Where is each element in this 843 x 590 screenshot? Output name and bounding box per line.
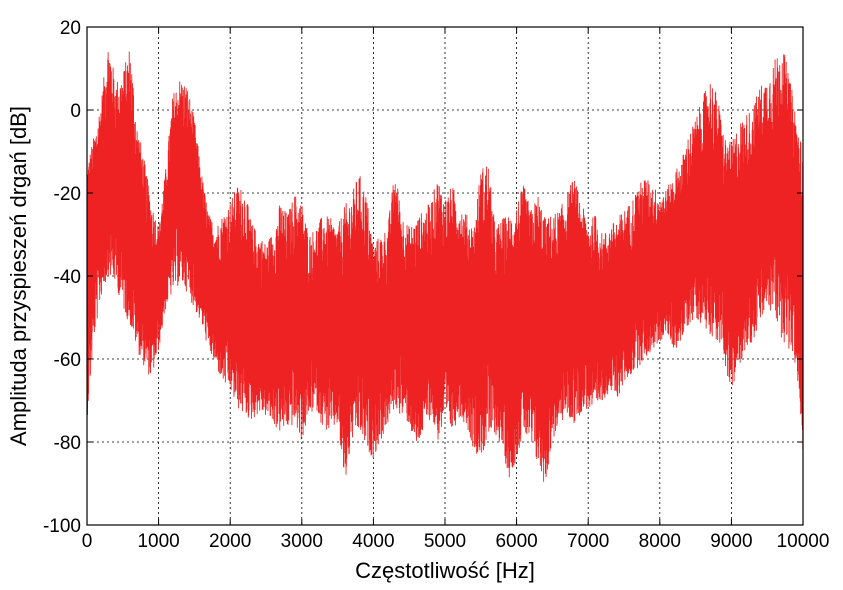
- x-tick-label: 8000: [639, 531, 681, 552]
- axis-ticks: 0 1000 2000 3000 4000 5000 6000 7000 8000 9000 100…: [43, 18, 829, 552]
- y-tick-label: -60: [54, 350, 81, 371]
- y-tick-label: 0: [70, 101, 81, 122]
- x-tick-label: 1000: [137, 531, 179, 552]
- data-series: [86, 51, 804, 482]
- x-tick-label: 10000: [777, 531, 830, 552]
- x-tick-label: 5000: [424, 531, 466, 552]
- x-axis-label: Częstotliwość [Hz]: [355, 558, 535, 583]
- x-tick-label: 0: [82, 531, 93, 552]
- y-tick-label: 20: [60, 18, 81, 39]
- y-axis-label: Amplituda przyspieszeń drgań [dB]: [6, 106, 31, 446]
- x-tick-label: 2000: [209, 531, 251, 552]
- y-tick-label: -40: [54, 267, 81, 288]
- x-tick-label: 4000: [352, 531, 394, 552]
- y-tick-label: -100: [43, 516, 81, 537]
- y-tick-label: -80: [54, 433, 81, 454]
- x-tick-label: 9000: [710, 531, 752, 552]
- x-tick-label: 3000: [281, 531, 323, 552]
- x-tick-label: 7000: [567, 531, 609, 552]
- y-tick-label: -20: [54, 184, 81, 205]
- x-tick-label: 6000: [495, 531, 537, 552]
- spectrum-line: [86, 51, 804, 482]
